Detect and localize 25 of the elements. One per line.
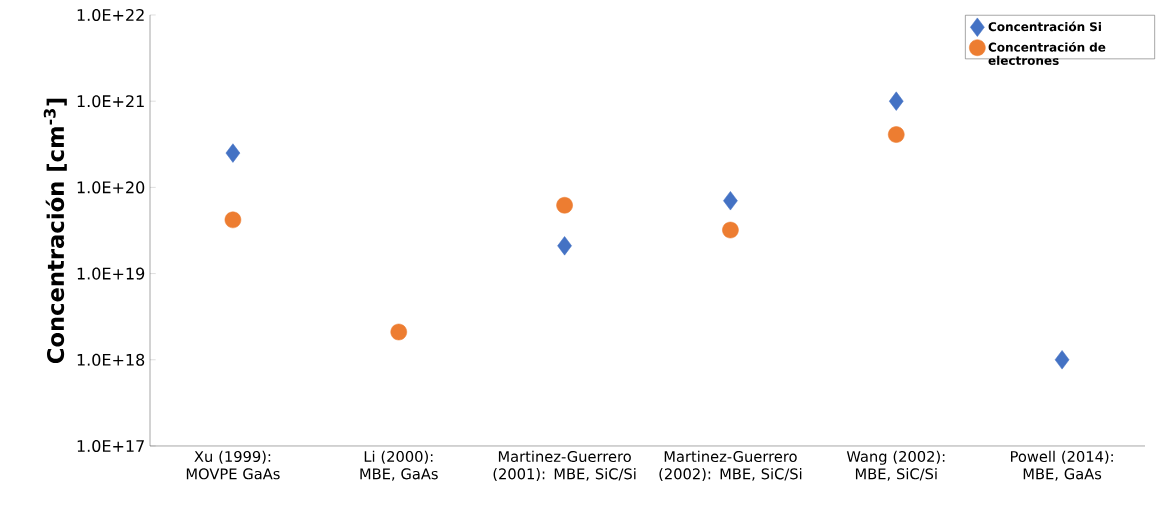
y-tick-label: 1.0E+18: [77, 353, 145, 366]
point: [1054, 350, 1070, 370]
point: [224, 211, 242, 229]
x-tick-label: Powell (2014): MBE, GaAs: [1011, 450, 1113, 481]
point: [723, 191, 738, 211]
legend-label: Concentración Si: [988, 21, 1101, 32]
x-tick-label: Xu (1999): MOVPE GaAs: [186, 450, 280, 480]
point: [888, 91, 904, 111]
point: [556, 197, 573, 214]
point: [225, 143, 241, 163]
x-tick-label: Martinez-Guerrero (2002): MBE, SiC/Si: [659, 450, 802, 482]
y-tick-label: 1.0E+22: [77, 8, 144, 22]
y-tick-label: 1.0E+17: [77, 439, 144, 453]
y-tick-label: 1.0E+20: [77, 181, 145, 194]
y-tick-label: 1.0E+19: [77, 267, 145, 280]
point: [390, 323, 408, 341]
y-tick-label: 1.0E+21: [77, 95, 144, 108]
x-tick-label: Li (2000): MBE, GaAs: [360, 450, 438, 481]
point: [887, 126, 905, 143]
point: [557, 236, 572, 256]
y-axis-title: Concentración [cm$^{-3}$]: [43, 98, 67, 364]
x-tick-label: Wang (2002): MBE, SiC/Si: [846, 450, 945, 481]
point: [722, 221, 739, 239]
legend-label: Concentración de electrones: [988, 41, 1106, 66]
x-tick-label: Martinez-Guerrero (2001): MBE, SiC/Si: [493, 450, 636, 482]
